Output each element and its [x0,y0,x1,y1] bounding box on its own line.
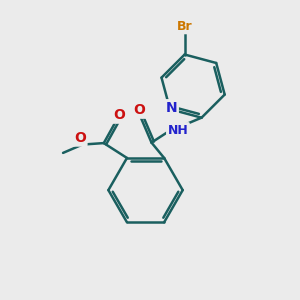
Text: N: N [166,101,177,115]
Text: NH: NH [168,124,188,136]
Text: O: O [113,108,125,122]
Text: O: O [134,103,146,117]
Text: Br: Br [177,20,192,33]
Text: O: O [74,131,86,145]
